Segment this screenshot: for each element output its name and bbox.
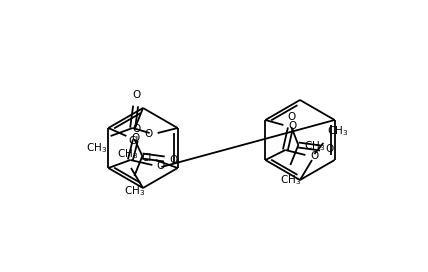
Text: O: O <box>288 121 297 131</box>
Text: CH$_3$: CH$_3$ <box>124 184 145 198</box>
Text: O: O <box>133 90 141 100</box>
Text: Cl: Cl <box>129 136 139 146</box>
Text: CH$_3$: CH$_3$ <box>304 139 326 153</box>
Text: CH$_3$: CH$_3$ <box>86 141 107 155</box>
Text: CH$_3$: CH$_3$ <box>280 173 301 187</box>
Text: O: O <box>132 124 140 134</box>
Text: O: O <box>287 112 295 122</box>
Text: O: O <box>144 129 153 139</box>
Text: Cl: Cl <box>141 153 152 163</box>
Text: O: O <box>310 151 318 161</box>
Text: CH$_3$: CH$_3$ <box>117 147 139 161</box>
Text: O: O <box>131 133 140 143</box>
Text: O: O <box>325 144 333 154</box>
Text: O: O <box>169 155 178 165</box>
Text: O: O <box>156 161 165 171</box>
Text: CH$_3$: CH$_3$ <box>327 124 348 138</box>
